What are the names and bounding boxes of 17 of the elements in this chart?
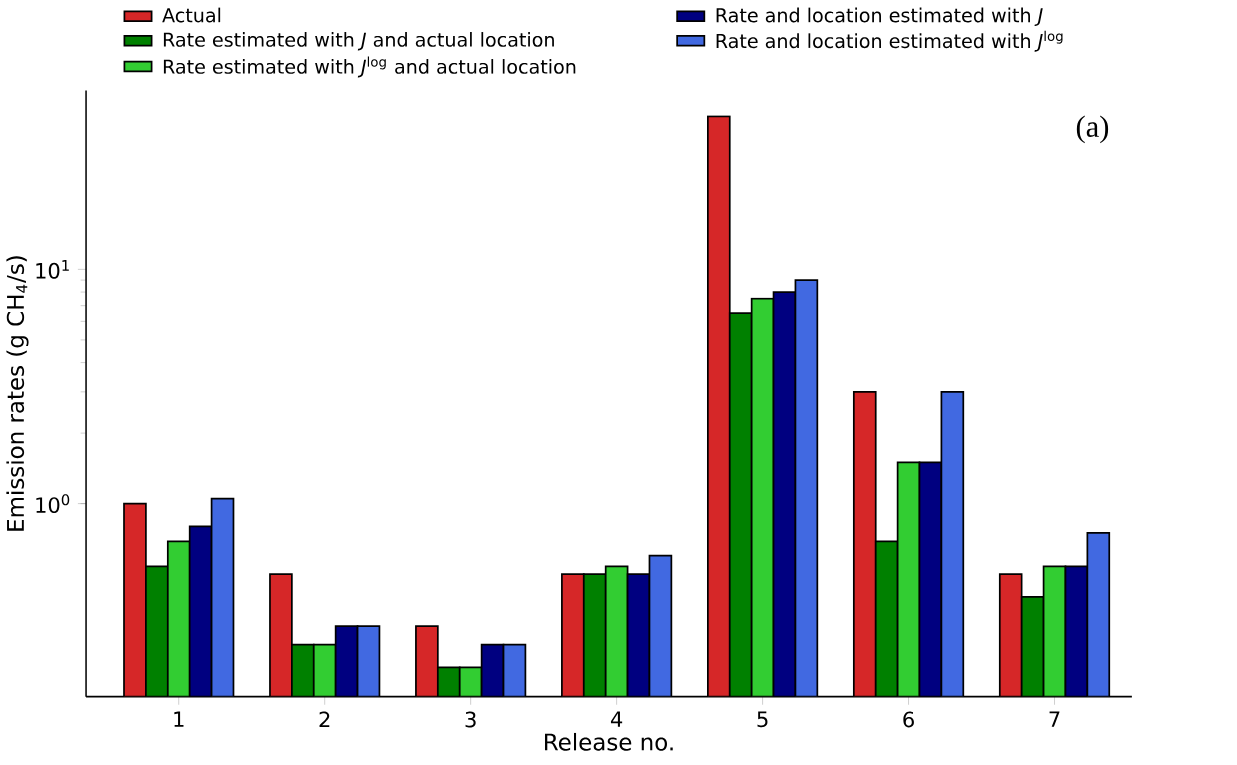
x-tick-label: 1 [174, 711, 184, 727]
x-tick-label: 6 [903, 711, 914, 728]
x-axis-title: Release no. [545, 732, 673, 751]
x-tick-label: 5 [757, 711, 768, 727]
annotation: (a) [1076, 115, 1109, 143]
y-tick-label: 10$^{0}$ [36, 494, 70, 513]
x-tick-label: 4 [610, 711, 623, 727]
legend-label: Rate and location estimated with J [716, 7, 1043, 26]
legend-label: Actual [162, 7, 221, 23]
x-tick-label: 3 [465, 711, 476, 728]
y-tick-label: 10$^{1}$ [36, 259, 69, 279]
legend-label: Rate estimated with J$^{log}$ and actual location [163, 56, 576, 78]
legend-label: Rate estimated with J and actual location [163, 31, 554, 51]
legend-label: Rate and location estimated with J$^{log}$ [716, 30, 1063, 52]
y-axis-title: Emission rates (g CH$_{4}$/s) [6, 256, 29, 531]
x-tick-label: 2 [319, 711, 330, 727]
x-tick-label: 7 [1049, 711, 1060, 727]
